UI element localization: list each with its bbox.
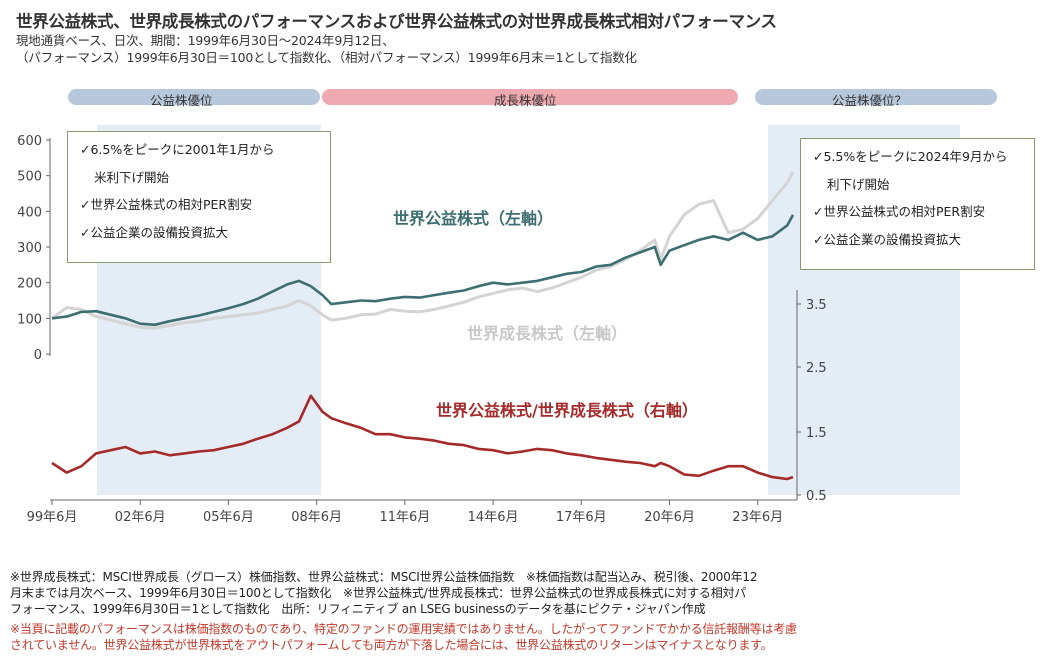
note-left-line-3: ✓世界公益株式の相対PER割安 [80,197,253,212]
x-axis-tick-label: 17年6月 [556,510,607,525]
x-axis-tick-label: 23年6月 [732,510,783,525]
line-ratio [51,394,794,481]
left-axis-tick-label: 300 [17,241,42,256]
series-label-utilities: 世界公益株式（左軸） [393,209,554,228]
footnote-line-3: フォーマンス、1999年6月30日＝1として指数化 出所：リフィニティブ an … [10,602,706,616]
left-axis-tick-label: 100 [17,312,42,327]
left-axis-tick-label: 400 [17,205,42,220]
left-axis-tick-label: 500 [17,170,42,185]
axes-layer [46,138,801,505]
note-left-line-4: ✓公益企業の設備投資拡大 [80,224,228,240]
series-label-ratio: 世界公益株式/世界成長株式（右軸） [436,401,698,420]
disclaimer-line-1: ※当頁に記載のパフォーマンスは株価指数のものであり、特定のファンドの運用実績では… [10,622,797,636]
note-right-line-4: ✓公益企業の設備投資拡大 [813,231,961,247]
regime-band-utilities-question [755,89,997,105]
footnote-line-2: 月末までは月次ベース、1999年6月30日＝100として指数化 ※世界公益株式/… [10,586,747,600]
regime-label-growth: 成長株優位 [494,93,557,108]
note-left-line-2: 米利下げ開始 [94,169,170,185]
regime-label-utilities-question: 公益株優位？ [832,93,908,108]
right-axis-tick-label: 1.5 [806,426,827,441]
x-axis-tick-label: 08年6月 [291,510,342,525]
lines-layer [51,171,795,481]
right-axis-tick-label: 2.5 [806,361,827,376]
x-axis-tick-label: 11年6月 [379,510,430,525]
right-axis-tick-label: 0.5 [806,489,827,504]
disclaimer-line-2: されていません。世界公益株式が世界株式をアウトパフォームしても両方が下落した場合… [10,638,773,652]
tick-labels-layer: 600 500 400 300 200 100 0 3.5 2.5 1.5 0.5 99年6月 02年6… [17,134,827,525]
left-axis-tick-label: 200 [17,277,42,292]
regime-label-utilities: 公益株優位 [150,93,213,108]
left-axis-tick-label: 0 [34,348,42,363]
regime-band-utilities [68,89,320,105]
x-axis-tick-label: 05年6月 [203,510,254,525]
line-growth [51,171,795,330]
x-axis-tick-label: 20年6月 [644,510,695,525]
footnote-line-1: ※世界成長株式：MSCI世界成長（グロース）株価指数、世界公益株式：MSCI世界… [10,570,758,584]
x-axis-tick-label: 02年6月 [115,510,166,525]
left-axis-tick-label: 600 [17,134,42,149]
note-right-line-1: ✓5.5%をピークに2024年9月から [813,149,1008,164]
series-label-growth: 世界成長株式（左軸） [467,324,628,343]
line-utilities [51,214,795,327]
chart-title: 世界公益株式、世界成長株式のパフォーマンスおよび世界公益株式の対世界成長株式相対… [16,12,777,31]
note-box-left: ✓6.5%をピークに2001年1月から 米利下げ開始 ✓世界公益株式の相対PER… [67,131,331,263]
regime-band-growth [322,89,738,105]
x-axis-tick-label: 99年6月 [27,510,78,525]
right-axis-tick-label: 3.5 [806,298,827,313]
note-left-line-1: ✓6.5%をピークに2001年1月から [80,142,275,157]
note-right-line-2: 利下げ開始 [827,176,890,192]
note-right-line-3: ✓世界公益株式の相対PER割安 [813,204,986,219]
chart-subtitle: 現地通貨ベース、日次、期間：1999年6月30日～2024年9月12日、 [16,33,395,48]
x-axis-tick-label: 14年6月 [468,510,519,525]
chart-subtitle-index: （パフォーマンス）1999年6月30日＝100として指数化、（相対パフォーマンス… [16,50,637,65]
note-box-right: ✓5.5%をピークに2024年9月から 利下げ開始 ✓世界公益株式の相対PER割… [800,138,1035,270]
